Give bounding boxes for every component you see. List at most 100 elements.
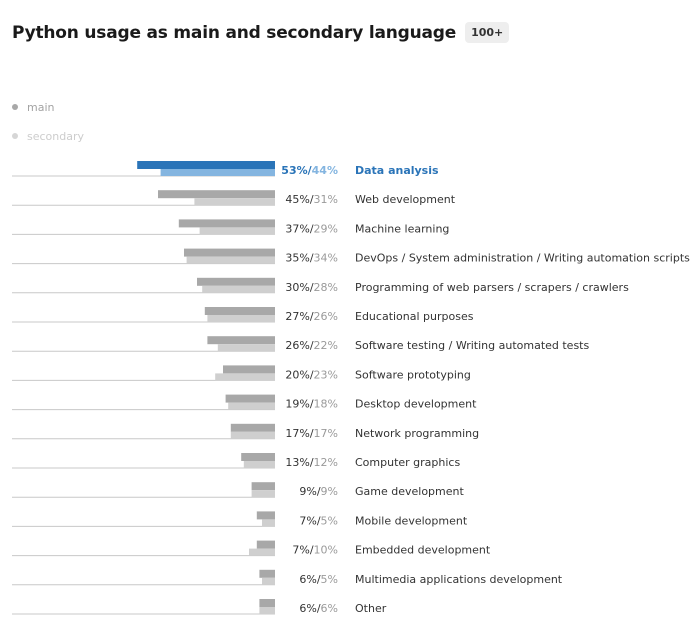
data-label-main: 7%/ xyxy=(292,544,313,557)
category-label: Programming of web parsers / scrapers / … xyxy=(355,281,629,294)
category-label: Computer graphics xyxy=(355,456,460,469)
legend-item-main: main xyxy=(12,98,84,116)
category-label: Educational purposes xyxy=(355,310,474,323)
data-label-secondary: 5% xyxy=(321,573,338,586)
bar-secondary xyxy=(199,227,275,235)
chart-row: 27%/26% Educational purposes xyxy=(12,307,474,323)
category-label: Game development xyxy=(355,485,464,498)
data-label: 6%/5% xyxy=(299,573,338,586)
category-label: Machine learning xyxy=(355,222,449,235)
category-label: DevOps / System administration / Writing… xyxy=(355,252,690,265)
legend-dot-secondary-icon xyxy=(12,133,18,139)
data-label-main: 6%/ xyxy=(299,573,320,586)
category-label: Data analysis xyxy=(355,164,439,177)
bar-secondary xyxy=(249,548,275,556)
category-label: Network programming xyxy=(355,427,479,440)
data-label: 7%/5% xyxy=(299,514,338,527)
chart-row: 17%/17% Network programming xyxy=(12,423,479,440)
data-label: 19%/18% xyxy=(285,398,338,411)
data-label-secondary: 5% xyxy=(321,514,338,527)
legend: main secondary xyxy=(12,98,84,156)
data-label: 6%/6% xyxy=(299,602,338,615)
category-label: Desktop development xyxy=(355,398,477,411)
bar-main xyxy=(241,453,275,461)
bar-secondary xyxy=(262,577,275,585)
bar-main xyxy=(256,511,275,520)
data-label-main: 6%/ xyxy=(299,602,320,615)
data-label-secondary: 9% xyxy=(321,485,338,498)
category-label: Software testing / Writing automated tes… xyxy=(355,339,589,352)
data-label: 13%/12% xyxy=(285,456,338,469)
bar-main xyxy=(137,161,275,169)
data-label: 45%/31% xyxy=(285,193,338,206)
bar-main xyxy=(251,482,275,491)
data-label-secondary: 34% xyxy=(314,252,338,265)
data-label-main: 7%/ xyxy=(299,514,320,527)
data-label-main: 26%/ xyxy=(285,339,313,352)
chart-row: 7%/10% Embedded development xyxy=(12,540,491,557)
chart-row: 35%/34% DevOps / System administration / … xyxy=(12,248,690,265)
data-label: 26%/22% xyxy=(285,339,338,352)
data-label-main: 35%/ xyxy=(285,252,313,265)
bar-secondary xyxy=(215,373,275,381)
data-label-main: 37%/ xyxy=(285,222,313,235)
data-label-main: 53%/ xyxy=(281,164,312,177)
bar-secondary xyxy=(160,169,275,176)
legend-label-secondary: secondary xyxy=(27,129,85,143)
bar-main xyxy=(223,365,275,374)
bar-secondary xyxy=(228,402,275,410)
data-label: 9%/9% xyxy=(299,485,338,498)
legend-item-secondary: secondary xyxy=(12,127,84,145)
bar-secondary xyxy=(262,519,275,527)
data-label-secondary: 44% xyxy=(312,164,338,177)
data-label-main: 17%/ xyxy=(285,427,313,440)
bar-main xyxy=(178,219,275,228)
legend-label-main: main xyxy=(27,100,55,114)
bar-main xyxy=(207,336,275,345)
bar-main xyxy=(197,277,275,286)
data-label: 17%/17% xyxy=(285,427,338,440)
data-label: 30%/28% xyxy=(285,281,338,294)
chart-row: 9%/9% Game development xyxy=(12,482,464,498)
bar-secondary xyxy=(202,285,275,293)
data-label: 35%/34% xyxy=(285,252,338,265)
data-label-main: 45%/ xyxy=(285,193,313,206)
bar-main xyxy=(225,394,275,403)
data-label-secondary: 22% xyxy=(314,339,338,352)
category-label: Web development xyxy=(355,193,456,206)
data-label-secondary: 17% xyxy=(314,427,338,440)
chart-row: 6%/6% Other xyxy=(12,599,387,615)
category-label: Other xyxy=(355,602,387,615)
bar-secondary xyxy=(251,490,275,498)
bar-main xyxy=(256,540,275,549)
bar-secondary xyxy=(243,461,275,468)
bar-main xyxy=(204,307,275,315)
data-label-main: 30%/ xyxy=(285,281,313,294)
data-label-secondary: 26% xyxy=(314,310,338,323)
bar-secondary xyxy=(217,344,275,352)
respondents-badge: 100+ xyxy=(465,22,510,43)
bar-secondary xyxy=(194,198,275,206)
chart-row: 7%/5% Mobile development xyxy=(12,511,468,527)
bar-secondary xyxy=(186,256,275,264)
bar-main xyxy=(230,423,275,432)
data-label-main: 19%/ xyxy=(285,398,313,411)
bar-main xyxy=(259,569,275,578)
legend-dot-main-icon xyxy=(12,104,18,110)
bar-secondary xyxy=(259,607,275,614)
data-label-secondary: 31% xyxy=(314,193,338,206)
data-label: 7%/10% xyxy=(292,544,338,557)
data-label: 20%/23% xyxy=(285,368,338,381)
category-label: Embedded development xyxy=(355,544,491,557)
data-label-secondary: 23% xyxy=(314,368,338,381)
data-label: 53%/44% xyxy=(281,164,338,177)
chart-row: 30%/28% Programming of web parsers / scra… xyxy=(12,277,629,294)
data-label-secondary: 29% xyxy=(314,222,338,235)
bar-secondary xyxy=(207,315,275,322)
data-label-main: 13%/ xyxy=(285,456,313,469)
bar-secondary xyxy=(230,431,275,439)
data-label: 37%/29% xyxy=(285,222,338,235)
data-label-main: 27%/ xyxy=(285,310,313,323)
chart-row: 53%/44% Data analysis xyxy=(12,161,439,177)
